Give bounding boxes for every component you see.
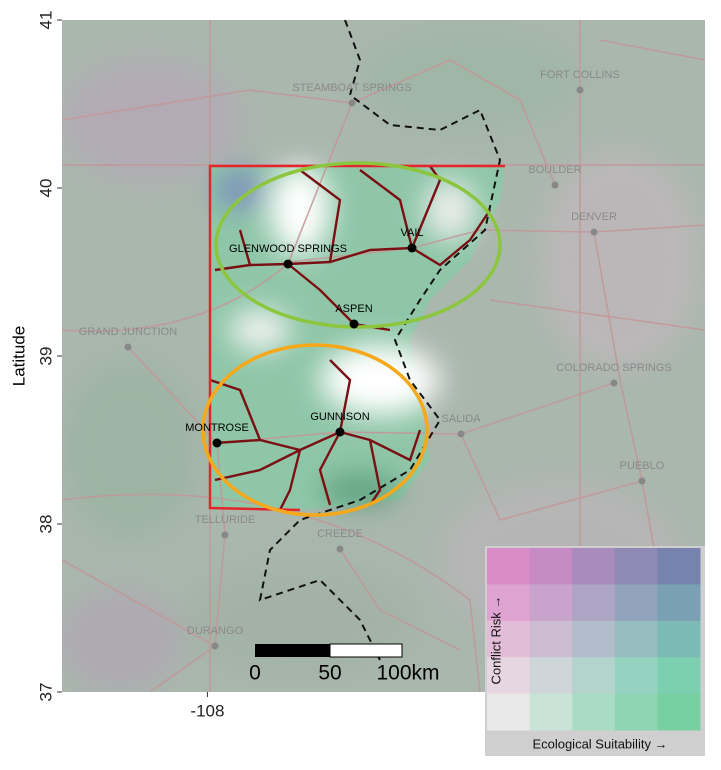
city-label: VAIL [400, 227, 423, 239]
city-dot [407, 243, 417, 253]
y-tick-label: 41 [36, 11, 55, 30]
legend-cell [487, 620, 531, 658]
legend-cell [487, 693, 531, 731]
legend-cell [572, 548, 616, 585]
city-dot [349, 319, 359, 329]
city-dot [576, 86, 584, 94]
legend-cell [572, 657, 616, 695]
x-tick-label: -108 [190, 701, 224, 720]
scale-label: 0 [249, 662, 261, 685]
legend-cell [529, 693, 573, 731]
legend-cell [529, 584, 573, 622]
y-tick-label: 39 [36, 347, 55, 366]
city-dot [335, 427, 345, 437]
city-label: DURANGO [187, 625, 244, 637]
legend-cell [657, 548, 701, 585]
legend-cell [487, 657, 531, 695]
y-tick-label: 40 [36, 179, 55, 198]
legend-cell [614, 693, 658, 731]
city-label: GUNNISON [310, 411, 369, 423]
city-dot [457, 430, 465, 438]
city-dot [211, 642, 219, 650]
legend-cell [657, 584, 701, 622]
scale-label: 100km [376, 662, 439, 685]
city-dot [283, 259, 293, 269]
city-label: GLENWOOD SPRINGS [229, 243, 347, 255]
city-label: STEAMBOAT SPRINGS [292, 82, 411, 94]
city-label: BOULDER [528, 164, 581, 176]
city-dot [221, 531, 229, 539]
legend-cell [572, 693, 616, 731]
legend-cell [529, 620, 573, 658]
legend-cell [487, 584, 531, 622]
city-dot [124, 343, 132, 351]
scale-label: 50 [318, 662, 341, 685]
city-dot [590, 228, 598, 236]
city-label: FORT COLLINS [540, 69, 620, 81]
legend-cell [614, 620, 658, 658]
city-dot [212, 438, 222, 448]
city-dot [336, 545, 344, 553]
city-dot [638, 477, 646, 485]
legend-cell [487, 548, 531, 585]
city-label: MONTROSE [185, 422, 249, 434]
city-label: DENVER [571, 211, 617, 223]
y-tick-label: 37 [36, 683, 55, 702]
legend-cell [529, 548, 573, 585]
city-label: TELLURIDE [195, 514, 256, 526]
legend-cell [614, 657, 658, 695]
legend-cell [572, 620, 616, 658]
y-axis-label: Latitude [9, 326, 28, 387]
legend-cell [614, 548, 658, 585]
legend-cell [657, 693, 701, 731]
city-label: GRAND JUNCTION [79, 326, 177, 338]
city-label: CREEDE [317, 528, 363, 540]
legend-cell [572, 584, 616, 622]
legend-cell [614, 584, 658, 622]
city-dot [348, 99, 356, 107]
y-tick-label: 38 [36, 515, 55, 534]
legend-cell [529, 657, 573, 695]
legend-cell [657, 620, 701, 658]
city-label: SALIDA [441, 413, 481, 425]
city-label: PUEBLO [620, 460, 665, 472]
city-label: ASPEN [335, 303, 372, 315]
legend-y-label: Conflict Risk → [488, 596, 503, 685]
legend-cell [657, 657, 701, 695]
city-dot [551, 181, 559, 189]
city-label: COLORADO SPRINGS [556, 362, 672, 374]
city-dot [610, 379, 618, 387]
legend-x-label: Ecological Suitability → [532, 736, 667, 751]
